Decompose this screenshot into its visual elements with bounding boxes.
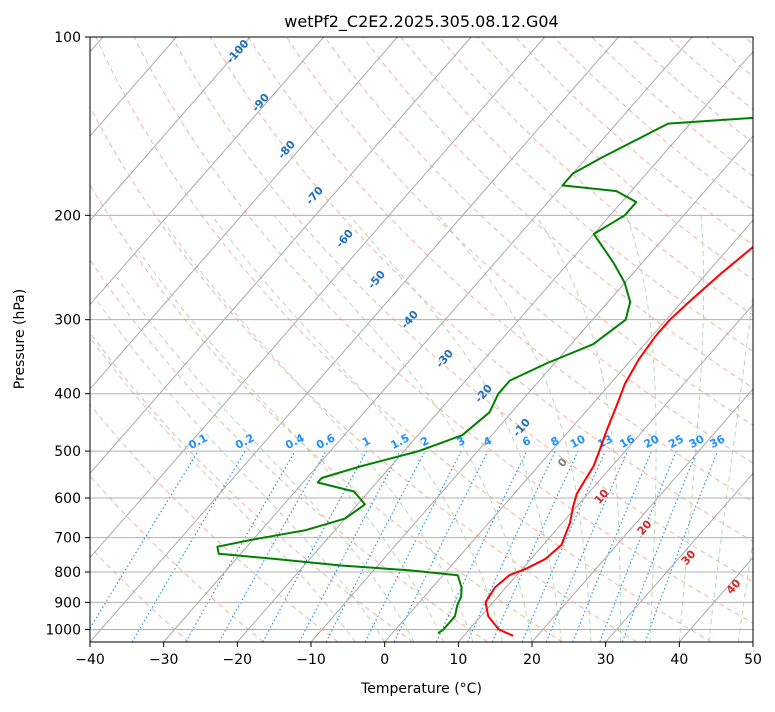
- x-tick-label: 30: [597, 652, 615, 668]
- x-tick-label: −20: [223, 652, 253, 668]
- x-tick-label: 20: [523, 652, 541, 668]
- y-tick-label: 200: [54, 208, 81, 224]
- x-axis-title: Temperature (°C): [360, 681, 482, 697]
- y-tick-label: 300: [54, 313, 81, 329]
- x-tick-label: −40: [75, 652, 105, 668]
- x-tick-label: −30: [149, 652, 179, 668]
- y-tick-label: 900: [54, 595, 81, 611]
- x-tick-label: 10: [449, 652, 467, 668]
- y-tick-label: 1000: [45, 622, 81, 638]
- y-tick-label: 400: [54, 387, 81, 403]
- chart-title: wetPf2_C2E2.2025.305.08.12.G04: [284, 12, 558, 32]
- x-tick-label: −10: [296, 652, 326, 668]
- y-tick-label: 500: [54, 444, 81, 460]
- y-tick-label: 600: [54, 491, 81, 507]
- x-tick-label: 50: [744, 652, 762, 668]
- y-tick-label: 100: [54, 30, 81, 46]
- y-tick-label: 700: [54, 531, 81, 547]
- x-tick-label: 40: [670, 652, 688, 668]
- y-axis-title: Pressure (hPa): [12, 289, 28, 389]
- x-tick-label: 0: [380, 652, 389, 668]
- y-tick-label: 800: [54, 565, 81, 581]
